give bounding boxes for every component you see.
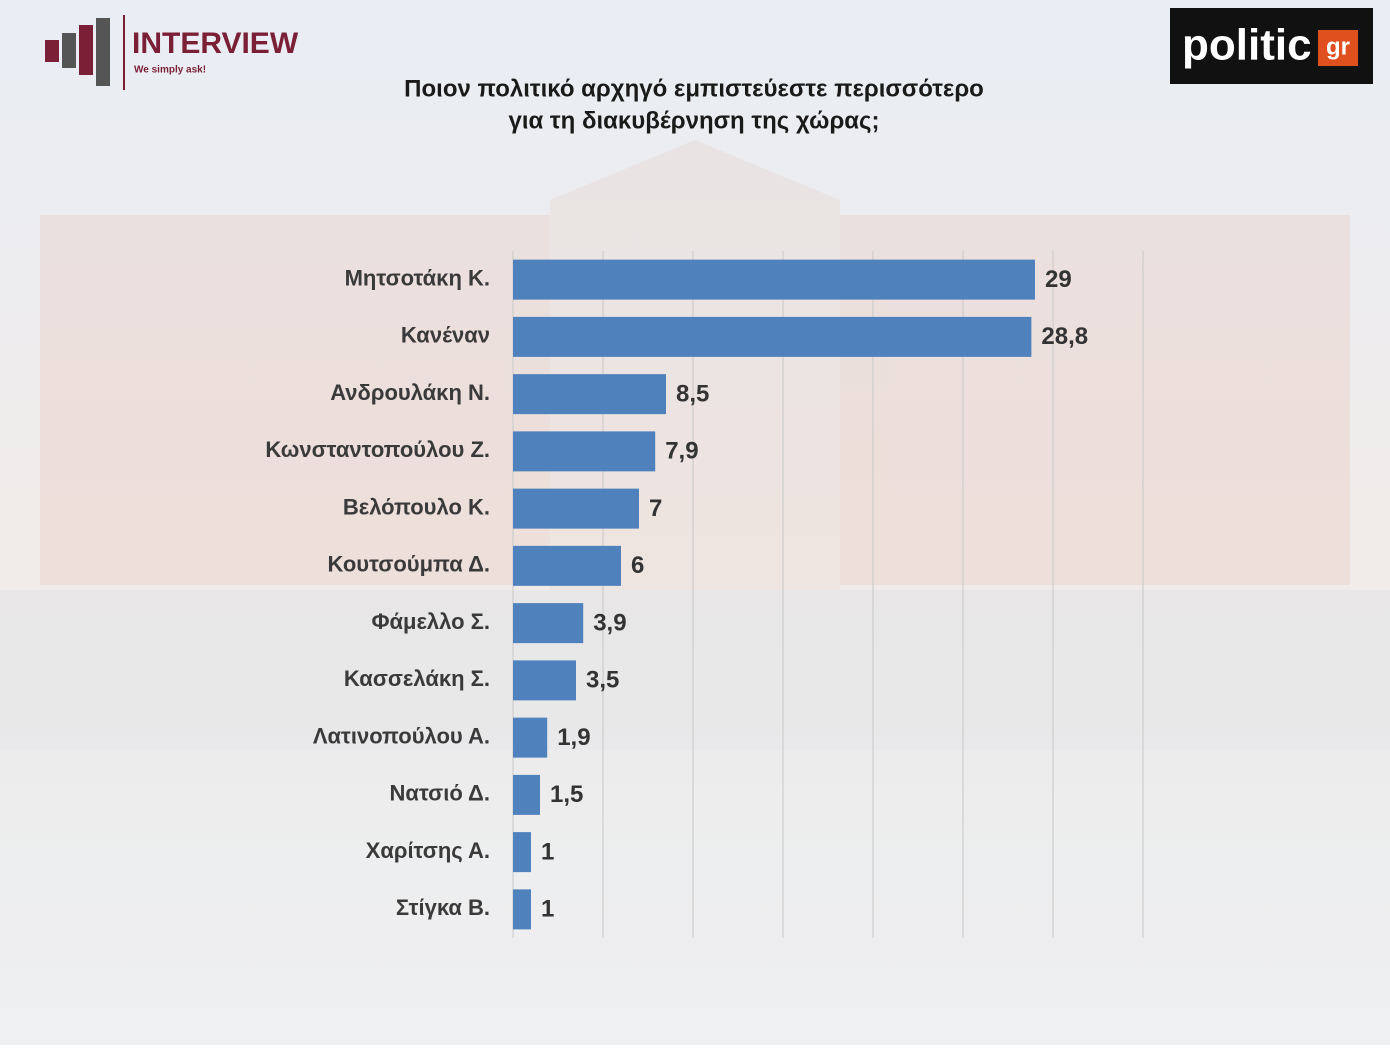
- value-label: 29: [1045, 266, 1072, 293]
- value-label: 8,5: [676, 380, 709, 407]
- value-label: 7,9: [665, 438, 698, 465]
- value-label: 6: [631, 552, 644, 579]
- chart-title: για τη διακυβέρνηση της χώρας;: [508, 107, 879, 134]
- bar: [513, 832, 531, 873]
- y-tick-label: Βελόπουλο Κ.: [343, 494, 490, 519]
- background-building: [0, 140, 1390, 1045]
- logo-tagline: We simply ask!: [134, 65, 206, 76]
- bar: [513, 717, 548, 758]
- value-label: 1,9: [557, 724, 590, 751]
- y-tick-label: Ανδρουλάκη Ν.: [330, 380, 490, 405]
- value-label: 7: [649, 495, 662, 522]
- value-label: 1: [541, 838, 554, 865]
- y-tick-label: Λατινοπούλου Α.: [313, 723, 490, 748]
- value-label: 1,5: [550, 781, 583, 808]
- logo-suffix: gr: [1326, 33, 1350, 60]
- y-tick-label: Μητσοτάκη Κ.: [345, 265, 490, 290]
- y-tick-label: Κασσελάκη Σ.: [344, 666, 490, 691]
- value-label: 28,8: [1041, 323, 1088, 350]
- value-label: 3,5: [586, 667, 619, 694]
- logo-text: INTERVIEW: [132, 27, 299, 60]
- bar: [513, 374, 666, 415]
- bar: [513, 545, 621, 586]
- y-tick-label: Κανέναν: [401, 323, 490, 348]
- logo-politic: politic gr: [1170, 8, 1373, 84]
- value-label: 1: [541, 896, 554, 923]
- bar: [513, 660, 576, 701]
- logo-interview: INTERVIEW We simply ask!: [45, 15, 299, 90]
- y-tick-label: Χαρίτσης Α.: [366, 838, 490, 863]
- bar: [513, 431, 656, 472]
- y-tick-label: Φάμελλο Σ.: [371, 609, 490, 634]
- y-tick-label: Κουτσούμπα Δ.: [327, 552, 490, 577]
- logo-text: politic: [1182, 21, 1312, 70]
- bar: [513, 316, 1032, 357]
- y-tick-label: Νατσιό Δ.: [390, 781, 490, 806]
- y-tick-label: Στίγκα Β.: [396, 895, 490, 920]
- y-tick-label: Κωνσταντοπούλου Ζ.: [265, 437, 490, 462]
- bar: [513, 259, 1035, 300]
- bar: [513, 603, 584, 644]
- chart-title: Ποιον πολιτικό αρχηγό εμπιστεύεστε περισ…: [404, 75, 984, 102]
- bar: [513, 889, 531, 930]
- bar: [513, 774, 540, 815]
- bar: [513, 488, 639, 529]
- value-label: 3,9: [593, 609, 626, 636]
